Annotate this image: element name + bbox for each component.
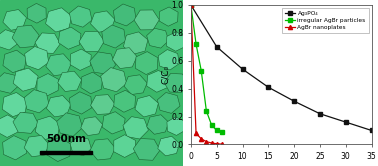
Polygon shape bbox=[0, 115, 18, 137]
Polygon shape bbox=[159, 7, 178, 26]
irregular AgBr particles bbox=[209, 124, 214, 126]
Polygon shape bbox=[164, 73, 188, 93]
Polygon shape bbox=[81, 72, 102, 94]
irregular AgBr particles bbox=[204, 110, 209, 112]
Polygon shape bbox=[3, 136, 27, 160]
Polygon shape bbox=[134, 10, 159, 30]
irregular AgBr particles bbox=[199, 70, 203, 72]
irregular AgBr particles bbox=[189, 4, 193, 6]
Polygon shape bbox=[0, 73, 19, 93]
Polygon shape bbox=[113, 4, 136, 26]
Polygon shape bbox=[2, 92, 27, 117]
Polygon shape bbox=[70, 49, 91, 70]
AgBr nanoplates bbox=[199, 138, 203, 140]
Polygon shape bbox=[102, 112, 125, 134]
Ag₃PO₄ bbox=[214, 46, 219, 48]
Y-axis label: C/C₀: C/C₀ bbox=[161, 65, 170, 84]
Polygon shape bbox=[147, 115, 169, 134]
Polygon shape bbox=[114, 90, 136, 112]
Polygon shape bbox=[35, 116, 60, 140]
Polygon shape bbox=[58, 27, 81, 49]
Polygon shape bbox=[90, 139, 115, 160]
Polygon shape bbox=[112, 48, 137, 69]
Polygon shape bbox=[133, 138, 160, 160]
Line: Ag₃PO₄: Ag₃PO₄ bbox=[189, 3, 373, 132]
Polygon shape bbox=[70, 6, 92, 27]
Polygon shape bbox=[157, 92, 180, 113]
Legend: Ag₃PO₄, irregular AgBr particles, AgBr nanoplates: Ag₃PO₄, irregular AgBr particles, AgBr n… bbox=[282, 8, 369, 33]
Text: 500nm: 500nm bbox=[46, 134, 86, 144]
Polygon shape bbox=[24, 135, 49, 157]
Polygon shape bbox=[90, 52, 116, 74]
AgBr nanoplates bbox=[189, 4, 193, 6]
Polygon shape bbox=[135, 52, 158, 75]
AgBr nanoplates bbox=[194, 132, 198, 134]
Polygon shape bbox=[167, 32, 186, 51]
Polygon shape bbox=[81, 117, 102, 136]
Polygon shape bbox=[27, 3, 46, 23]
Polygon shape bbox=[70, 92, 92, 114]
Polygon shape bbox=[147, 70, 169, 92]
Polygon shape bbox=[114, 135, 136, 157]
Ag₃PO₄ bbox=[344, 121, 348, 123]
Polygon shape bbox=[90, 11, 115, 32]
Polygon shape bbox=[158, 136, 180, 156]
Polygon shape bbox=[0, 30, 18, 50]
Polygon shape bbox=[167, 117, 185, 135]
Polygon shape bbox=[58, 71, 82, 91]
Polygon shape bbox=[158, 50, 179, 70]
Polygon shape bbox=[35, 33, 60, 53]
Polygon shape bbox=[70, 136, 91, 156]
Line: AgBr nanoplates: AgBr nanoplates bbox=[189, 3, 224, 146]
Polygon shape bbox=[13, 68, 38, 91]
Ag₃PO₄ bbox=[189, 4, 193, 6]
Polygon shape bbox=[102, 25, 125, 48]
Polygon shape bbox=[79, 31, 104, 52]
Polygon shape bbox=[123, 117, 149, 139]
irregular AgBr particles bbox=[194, 43, 198, 45]
Polygon shape bbox=[46, 54, 71, 76]
Ag₃PO₄ bbox=[266, 86, 271, 88]
Polygon shape bbox=[37, 74, 59, 96]
Polygon shape bbox=[13, 112, 39, 133]
Ag₃PO₄ bbox=[292, 100, 296, 102]
Ag₃PO₄ bbox=[318, 113, 322, 115]
Polygon shape bbox=[12, 25, 39, 48]
irregular AgBr particles bbox=[220, 131, 224, 133]
Polygon shape bbox=[46, 8, 72, 32]
Ag₃PO₄ bbox=[369, 129, 374, 131]
Polygon shape bbox=[101, 68, 127, 92]
Polygon shape bbox=[3, 50, 26, 73]
Line: irregular AgBr particles: irregular AgBr particles bbox=[189, 3, 224, 134]
Polygon shape bbox=[147, 28, 169, 48]
Polygon shape bbox=[3, 10, 26, 30]
Polygon shape bbox=[57, 113, 83, 136]
Polygon shape bbox=[135, 95, 158, 117]
Ag₃PO₄ bbox=[240, 68, 245, 70]
Polygon shape bbox=[46, 96, 71, 117]
AgBr nanoplates bbox=[209, 142, 214, 144]
Polygon shape bbox=[90, 95, 115, 115]
AgBr nanoplates bbox=[214, 143, 219, 145]
Polygon shape bbox=[124, 75, 147, 94]
Polygon shape bbox=[124, 32, 148, 54]
Polygon shape bbox=[25, 46, 49, 70]
Polygon shape bbox=[24, 90, 49, 113]
Bar bbox=[40, 151, 91, 154]
irregular AgBr particles bbox=[214, 129, 219, 131]
AgBr nanoplates bbox=[204, 141, 209, 143]
Polygon shape bbox=[46, 137, 71, 162]
AgBr nanoplates bbox=[220, 143, 224, 145]
